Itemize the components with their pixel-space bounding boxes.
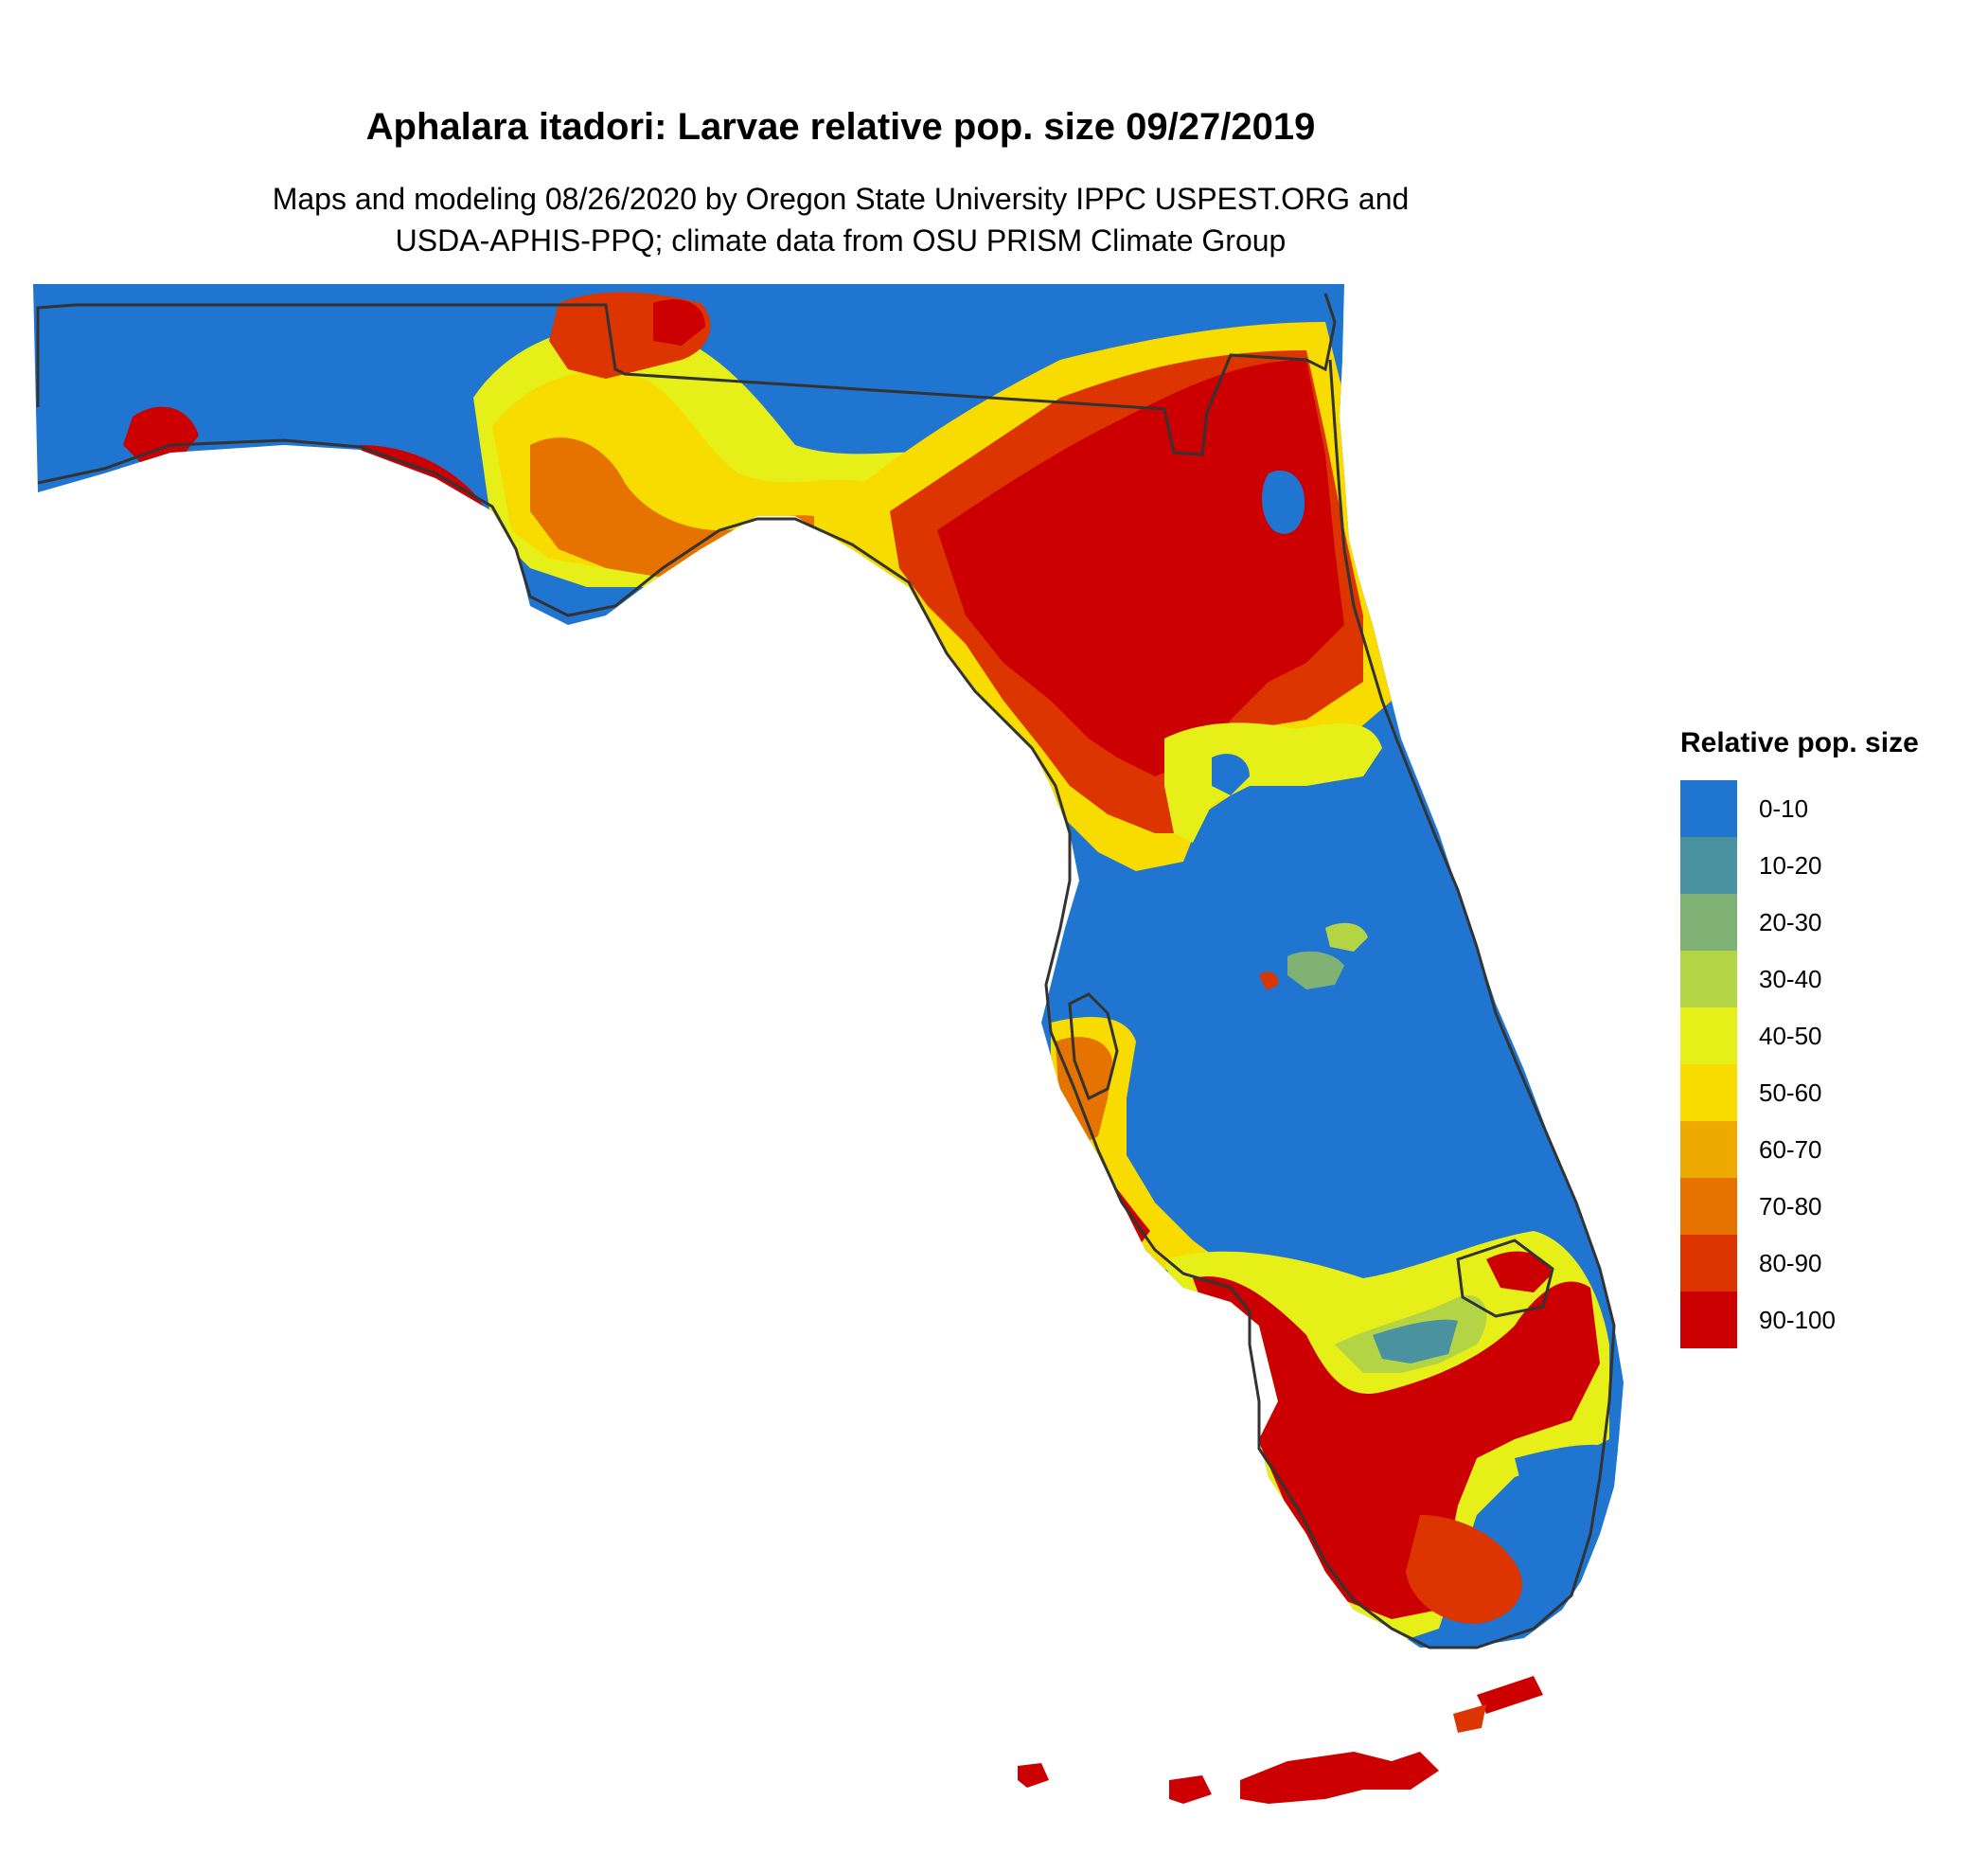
class-80-90-central-spot	[1259, 971, 1279, 990]
legend-label: 40-50	[1759, 1021, 1822, 1050]
subtitle-line-1: Maps and modeling 08/26/2020 by Oregon S…	[272, 182, 1410, 216]
class-90-100-lake-okeechobee-north	[1486, 1251, 1553, 1292]
legend-label: 80-90	[1759, 1248, 1822, 1277]
florida-coastline	[37, 359, 1616, 1649]
class-90-100-keys-upper	[1477, 1676, 1543, 1714]
map-subtitle: Maps and modeling 08/26/2020 by Oregon S…	[0, 178, 1681, 261]
class-20-30-central	[1287, 951, 1344, 989]
class-90-100-tallahassee-core	[653, 299, 705, 346]
legend-swatch	[1680, 1121, 1737, 1178]
legend-item-10-20: 10-20	[1680, 837, 1919, 894]
legend-item-40-50: 40-50	[1680, 1007, 1919, 1064]
legend-swatch	[1680, 1292, 1737, 1348]
legend-swatch	[1680, 951, 1737, 1007]
class-90-100-south	[1193, 1276, 1600, 1619]
class-80-90-everglades	[1406, 1515, 1522, 1624]
tampa-bay-outline	[1068, 992, 1119, 1101]
class-0-10-lake-george	[1262, 470, 1305, 534]
class-0-10-central-lakes	[1212, 754, 1250, 795]
legend-item-60-70: 60-70	[1680, 1121, 1919, 1178]
class-30-40-central-1	[1325, 922, 1368, 952]
legend-label: 10-20	[1759, 850, 1822, 880]
legend-swatch	[1680, 1007, 1737, 1064]
state-boundary-lines	[36, 293, 1616, 1649]
legend-swatch	[1680, 1235, 1737, 1292]
legend-title: Relative pop. size	[1680, 727, 1919, 758]
legend-item-50-60: 50-60	[1680, 1064, 1919, 1121]
subtitle-line-2: USDA-APHIS-PPQ; climate data from OSU PR…	[395, 223, 1287, 258]
legend-item-80-90: 80-90	[1680, 1235, 1919, 1292]
legend-label: 20-30	[1759, 907, 1822, 936]
legend-label: 50-60	[1759, 1078, 1822, 1107]
legend-item-90-100: 90-100	[1680, 1292, 1919, 1348]
class-10-20-southcentral	[1373, 1319, 1458, 1363]
class-90-100-keys-lower	[1169, 1775, 1212, 1804]
class-90-100-north-peninsula	[937, 360, 1344, 776]
class-90-100-keys-middle	[1240, 1752, 1439, 1804]
lake-okeechobee-outline	[1456, 1238, 1554, 1318]
legend-label: 30-40	[1759, 964, 1822, 993]
legend-swatch	[1680, 1178, 1737, 1235]
legend-label: 90-100	[1759, 1305, 1836, 1334]
legend-swatch	[1680, 1064, 1737, 1121]
florida-map	[33, 284, 1624, 1804]
class-40-50-ocala	[1164, 722, 1382, 843]
class-90-100-key-west	[1018, 1763, 1049, 1788]
legend-items: 0-10 10-20 20-30 30-40 40-50 50-60 60-70	[1680, 780, 1919, 1348]
legend-swatch	[1680, 837, 1737, 894]
florida-outline	[36, 293, 1337, 456]
legend: Relative pop. size 0-10 10-20 20-30 30-4…	[1680, 727, 1919, 1348]
class-80-90-keys-upper	[1453, 1704, 1486, 1733]
legend-item-20-30: 20-30	[1680, 894, 1919, 951]
population-raster	[33, 284, 1624, 1648]
legend-swatch	[1680, 780, 1737, 837]
legend-item-0-10: 0-10	[1680, 780, 1919, 837]
legend-label: 60-70	[1759, 1134, 1822, 1164]
legend-item-70-80: 70-80	[1680, 1178, 1919, 1235]
legend-label: 0-10	[1759, 793, 1809, 823]
legend-swatch	[1680, 894, 1737, 951]
legend-item-30-40: 30-40	[1680, 951, 1919, 1007]
legend-label: 70-80	[1759, 1191, 1822, 1221]
class-90-100-pensacola	[123, 406, 199, 464]
map-title: Aphalara itadori: Larvae relative pop. s…	[365, 106, 1316, 148]
florida-keys	[1018, 1676, 1543, 1804]
